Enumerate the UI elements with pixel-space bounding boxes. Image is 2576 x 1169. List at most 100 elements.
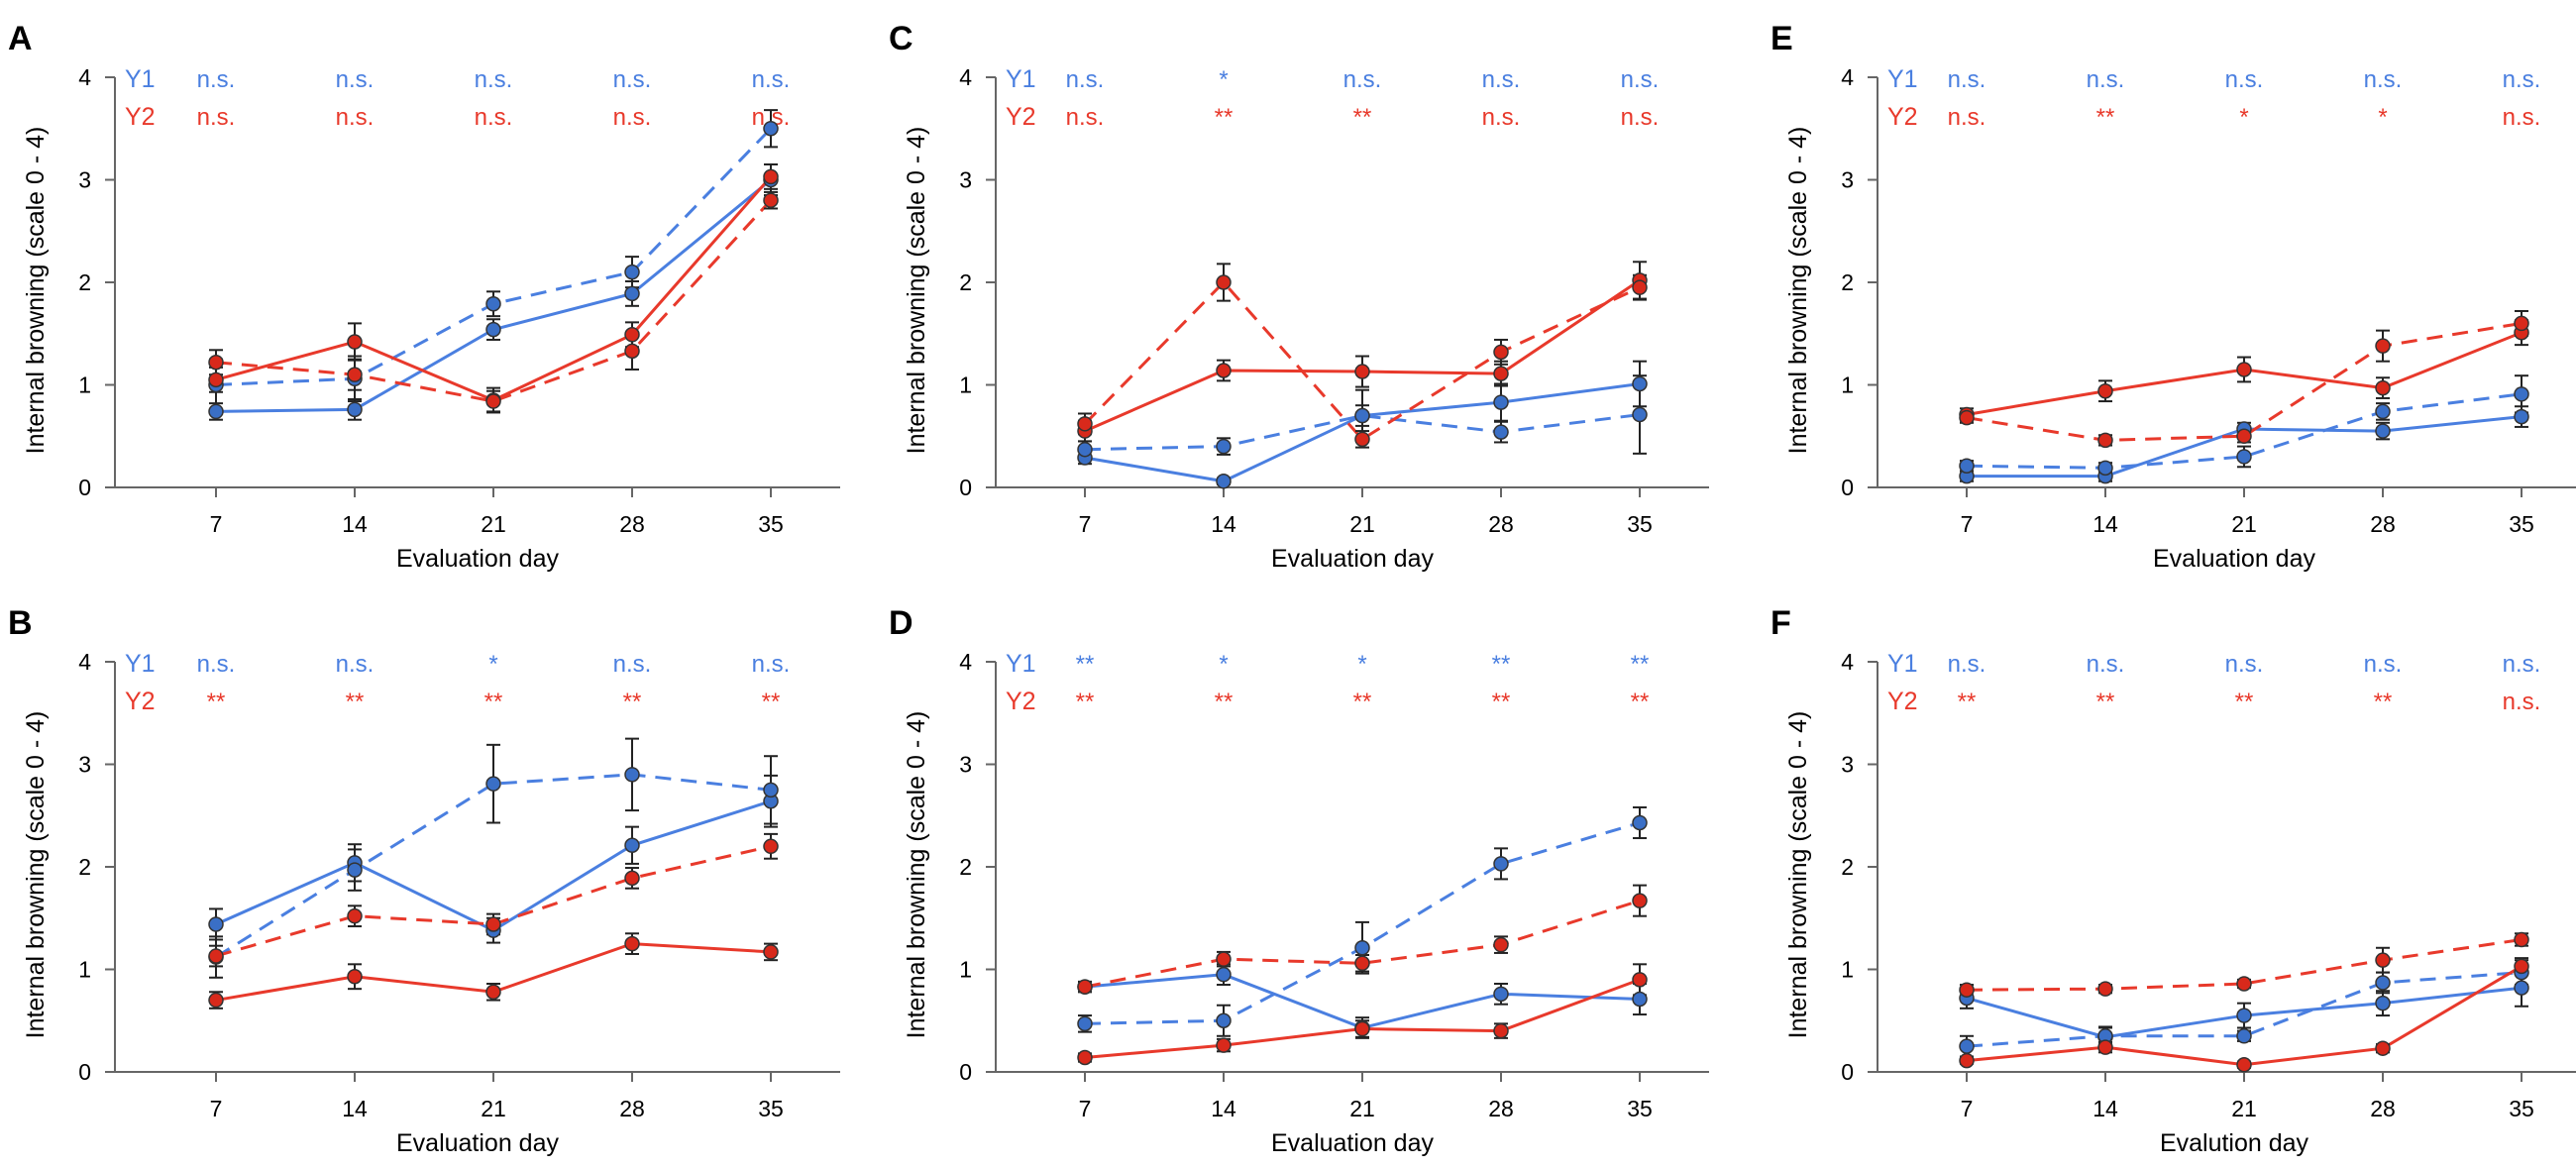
y-tick-label: 0 (1841, 475, 1854, 500)
x-axis-title: Evaluation day (1271, 1129, 1435, 1157)
significance-label: ** (2235, 689, 2254, 715)
significance-label: n.s. (613, 104, 652, 131)
significance-label: n.s. (197, 66, 236, 93)
data-point-y1 (1494, 425, 1508, 439)
legend-label-y2: Y2 (1006, 103, 1036, 131)
data-point-y1 (2237, 1029, 2251, 1043)
y-tick-label: 3 (78, 167, 91, 193)
data-point-y2 (1960, 983, 1974, 997)
significance-label: ** (1353, 689, 1372, 715)
data-point-y2 (1217, 275, 1231, 289)
significance-label: ** (1492, 651, 1511, 678)
data-point-y2 (1633, 973, 1647, 987)
x-tick-label: 7 (1961, 1096, 1974, 1121)
data-point-y2 (764, 945, 778, 959)
y-tick-label: 2 (959, 854, 972, 880)
data-point-y1 (2237, 450, 2251, 464)
y-tick-label: 3 (1841, 167, 1854, 193)
significance-label: n.s. (1482, 104, 1521, 131)
x-tick-label: 14 (2093, 511, 2118, 537)
data-point-y2 (1217, 364, 1231, 377)
x-tick-label: 14 (2093, 1096, 2118, 1121)
y-tick-label: 4 (1841, 649, 1854, 675)
x-tick-label: 7 (1961, 511, 1974, 537)
data-point-y2 (625, 871, 639, 885)
x-tick-label: 7 (1079, 1096, 1092, 1121)
data-point-y2 (2098, 433, 2112, 447)
data-point-y2 (1217, 1038, 1231, 1052)
y-tick-label: 4 (78, 649, 91, 675)
data-point-y2 (2376, 339, 2390, 353)
data-point-y2 (348, 335, 362, 349)
data-point-y1 (2515, 387, 2528, 401)
x-tick-label: 14 (342, 511, 368, 537)
significance-label: ** (1353, 104, 1372, 131)
y-tick-label: 1 (78, 957, 91, 983)
data-point-y1 (1355, 409, 1369, 423)
significance-label: ** (762, 689, 781, 715)
y-axis-title: Internal browning (scale 0 - 4) (22, 711, 50, 1039)
x-tick-label: 7 (1079, 511, 1092, 537)
significance-label: n.s. (197, 104, 236, 131)
panel-label: A (8, 20, 33, 57)
significance-label: n.s. (752, 66, 791, 93)
data-point-y1 (1960, 459, 1974, 473)
significance-label: n.s. (2503, 104, 2541, 131)
significance-label: n.s. (1482, 66, 1521, 93)
data-point-y2 (348, 970, 362, 984)
significance-label: ** (1076, 651, 1095, 678)
panel-label: B (8, 604, 33, 642)
data-point-y2 (2237, 1058, 2251, 1072)
significance-label: ** (2096, 689, 2115, 715)
series-group (1960, 311, 2528, 483)
significance-label: n.s. (1948, 651, 1986, 678)
data-point-y1 (1217, 968, 1231, 982)
significance-label: ** (346, 689, 365, 715)
x-tick-label: 7 (210, 1096, 223, 1121)
y-tick-label: 0 (959, 1059, 972, 1085)
data-point-y1 (2515, 981, 2528, 995)
legend-label-y2: Y2 (1887, 688, 1918, 715)
data-point-y2 (2515, 959, 2528, 973)
y-tick-label: 1 (1841, 372, 1854, 398)
significance-label: n.s. (1343, 66, 1382, 93)
series-group (1078, 262, 1647, 487)
data-point-y1 (1078, 1016, 1092, 1030)
data-point-y2 (348, 909, 362, 923)
data-point-y2 (1960, 411, 1974, 425)
x-axis-title: Evaluation day (396, 545, 560, 573)
data-point-y2 (2376, 1041, 2390, 1055)
significance-label: * (1219, 66, 1228, 93)
significance-label: n.s. (752, 651, 791, 678)
significance-label: ** (2374, 689, 2393, 715)
series-group (209, 110, 778, 420)
significance-label: ** (1215, 689, 1234, 715)
data-point-y2 (2098, 384, 2112, 398)
series-group (1960, 932, 2528, 1071)
data-point-y2 (486, 985, 500, 999)
x-tick-label: 28 (2370, 511, 2396, 537)
panel-f: F012347 14 21 28 35Evalution dayInternal bro… (1771, 604, 2576, 1157)
significance-label: * (2378, 104, 2387, 131)
significance-label: ** (2096, 104, 2115, 131)
significance-label: n.s. (336, 104, 375, 131)
x-tick-label: 28 (1488, 1096, 1514, 1121)
significance-label: n.s. (613, 66, 652, 93)
data-point-y2 (764, 193, 778, 207)
panel-label: F (1771, 604, 1791, 642)
data-point-y1 (1494, 395, 1508, 409)
significance-label: n.s. (336, 651, 375, 678)
data-point-y2 (625, 328, 639, 342)
x-tick-label: 21 (2231, 1096, 2257, 1121)
data-point-y1 (764, 783, 778, 797)
data-point-y1 (486, 323, 500, 337)
data-point-y1 (348, 863, 362, 877)
y-tick-label: 2 (1841, 269, 1854, 295)
legend-label-y1: Y1 (1887, 650, 1918, 678)
x-tick-label: 35 (2509, 511, 2534, 537)
data-point-y1 (1494, 987, 1508, 1001)
significance-label: n.s. (2225, 651, 2264, 678)
y-tick-label: 0 (78, 1059, 91, 1085)
data-point-y2 (2098, 982, 2112, 996)
data-point-y1 (1633, 408, 1647, 422)
